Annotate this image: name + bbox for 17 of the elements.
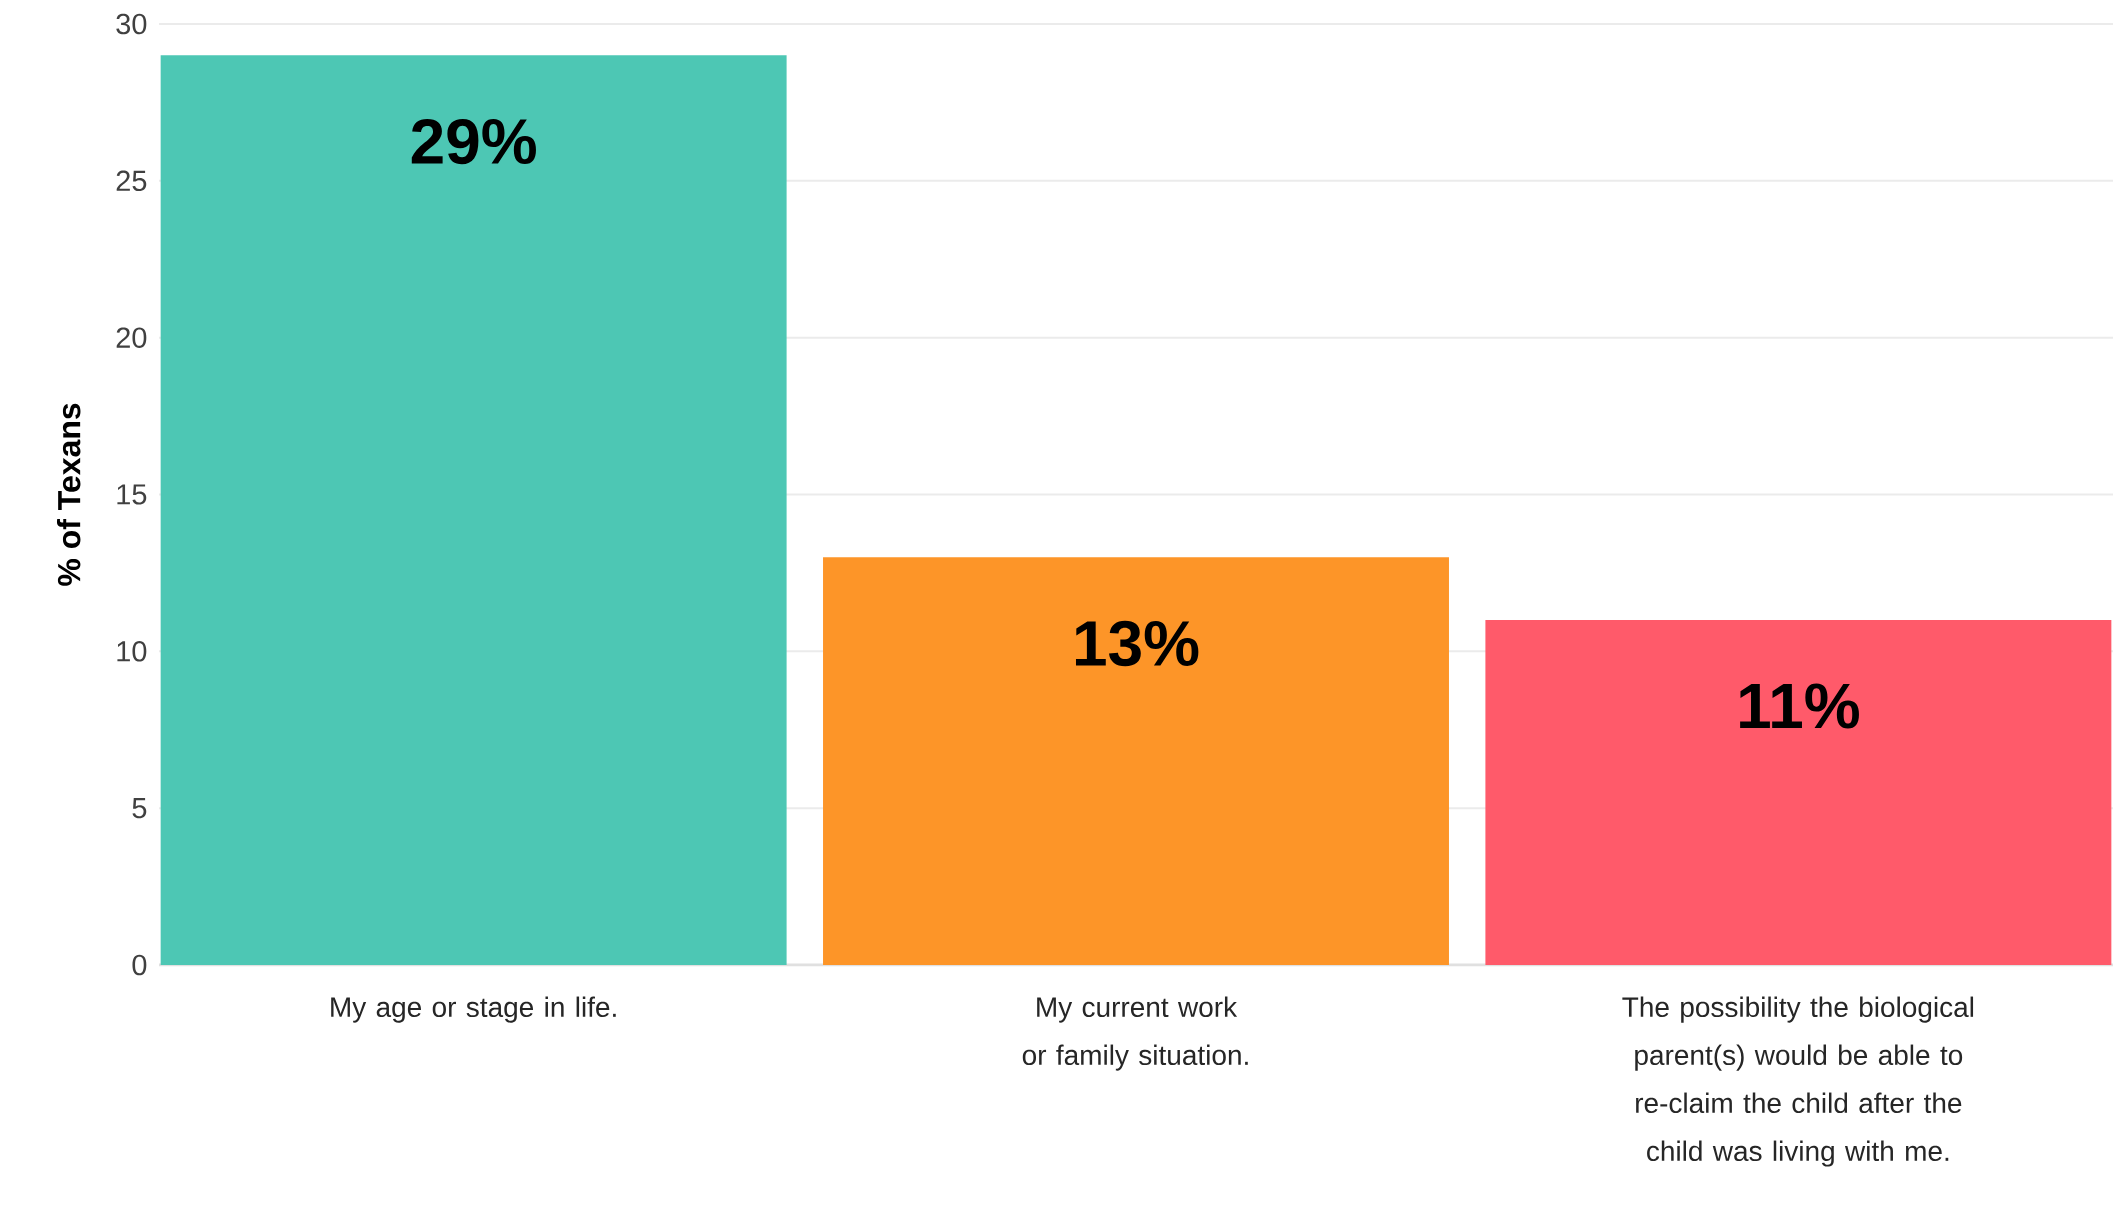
y-axis-title: % of Texans — [56, 403, 81, 586]
y-tick-label: 5 — [132, 798, 147, 819]
y-tick-label: 25 — [116, 170, 147, 192]
bar — [1485, 619, 2112, 965]
data-label: 29% — [411, 118, 536, 165]
y-tick-label: 20 — [116, 327, 147, 348]
x-tick-label: My current work or family situation. — [1022, 996, 1248, 1071]
data-label: 13% — [1075, 620, 1199, 667]
y-tick-label: 15 — [117, 484, 147, 505]
x-tick-label: The possibility the biological parent(s) would be able to re-claim the child after the child was living with me. — [1622, 996, 1974, 1167]
x-tick-label: My age or stage in life. — [331, 996, 616, 1023]
y-tick-label: 30 — [116, 13, 147, 35]
bar — [160, 55, 787, 965]
data-label: 11% — [1740, 683, 1859, 729]
y-tick-label: 10 — [117, 641, 147, 662]
bar — [823, 557, 1449, 965]
y-tick-label: 0 — [132, 954, 147, 976]
